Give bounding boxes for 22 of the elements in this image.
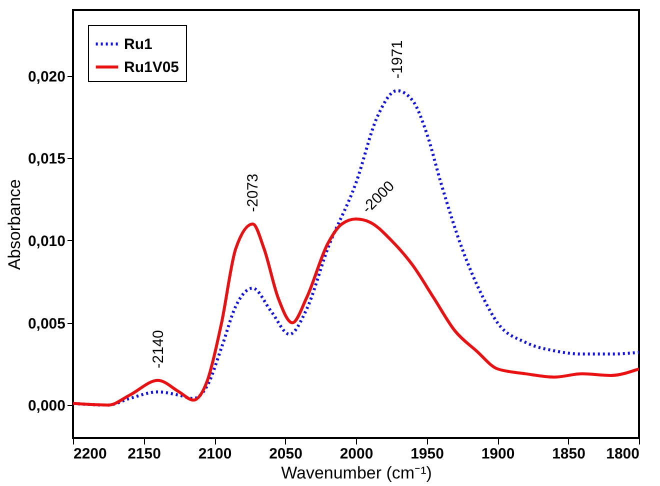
x-tick-label: 1850 [552, 446, 586, 462]
annotation: -2140 [150, 330, 167, 368]
y-tick-label: 0,010 [28, 232, 66, 250]
annotation: -2073 [244, 174, 262, 212]
y-tick-label: 0,015 [28, 150, 66, 168]
y-tick-label: 0,005 [28, 315, 66, 332]
x-tick-label: 1800 [606, 446, 640, 462]
x-tick-label: 1900 [481, 446, 515, 462]
legend-label: Ru1V05 [124, 59, 180, 76]
x-tick-label: 2000 [340, 446, 374, 462]
x-tick-label: 2150 [128, 446, 161, 462]
line-series [73, 218, 639, 407]
x-tick-label: 2050 [269, 446, 302, 462]
y-axis-title: Absorbance [4, 179, 24, 270]
x-tick-label: 1950 [410, 446, 444, 462]
y-tick-label: 0,000 [28, 398, 66, 415]
legend-label: Ru1 [124, 36, 152, 53]
annotation: -1971 [389, 40, 406, 79]
x-tick-label: 2200 [74, 446, 107, 462]
x-axis-title: Wavenumber (cm⁻¹) [281, 464, 432, 482]
y-tick-label: 0,020 [28, 68, 66, 86]
x-tick-label: 2100 [198, 446, 232, 462]
